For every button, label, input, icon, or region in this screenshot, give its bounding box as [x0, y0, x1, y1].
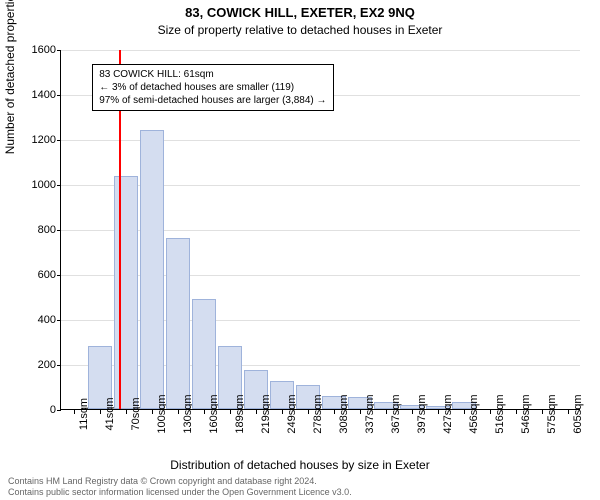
x-tick-mark: [126, 410, 127, 414]
x-tick-label: 456sqm: [468, 394, 480, 433]
y-tick-label: 600: [38, 269, 56, 281]
x-tick-mark: [334, 410, 335, 414]
y-tick-mark: [57, 410, 61, 411]
x-tick-mark: [568, 410, 569, 414]
x-tick-mark: [100, 410, 101, 414]
histogram-bar: [140, 130, 165, 409]
y-tick-label: 1400: [32, 89, 56, 101]
x-tick-label: 397sqm: [416, 394, 428, 433]
footer-line-1: Contains HM Land Registry data © Crown c…: [8, 476, 592, 488]
x-tick-mark: [308, 410, 309, 414]
y-tick-label: 1200: [32, 134, 56, 146]
x-tick-label: 575sqm: [546, 394, 558, 433]
y-tick-label: 800: [38, 224, 56, 236]
x-tick-mark: [360, 410, 361, 414]
y-tick-label: 1000: [32, 179, 56, 191]
y-tick-mark: [57, 365, 61, 366]
histogram-bar: [166, 238, 191, 409]
y-tick-mark: [57, 230, 61, 231]
x-tick-mark: [152, 410, 153, 414]
chart-plot-area: 0200400600800100012001400160011sqm41sqm7…: [60, 50, 580, 410]
y-tick-label: 0: [50, 404, 56, 416]
y-tick-label: 200: [38, 359, 56, 371]
x-tick-label: 427sqm: [442, 394, 454, 433]
y-tick-label: 400: [38, 314, 56, 326]
histogram-bar: [114, 176, 139, 409]
x-tick-label: 516sqm: [494, 394, 506, 433]
x-tick-mark: [230, 410, 231, 414]
x-tick-mark: [438, 410, 439, 414]
x-axis-label: Distribution of detached houses by size …: [0, 458, 600, 472]
y-tick-mark: [57, 275, 61, 276]
y-tick-mark: [57, 140, 61, 141]
x-tick-mark: [542, 410, 543, 414]
x-tick-mark: [74, 410, 75, 414]
annotation-line: 97% of semi-detached houses are larger (…: [99, 94, 326, 107]
x-tick-label: 605sqm: [572, 394, 584, 433]
x-tick-mark: [204, 410, 205, 414]
chart-subtitle: Size of property relative to detached ho…: [0, 23, 600, 37]
x-tick-mark: [464, 410, 465, 414]
y-tick-label: 1600: [32, 44, 56, 56]
x-tick-label: 337sqm: [364, 394, 376, 433]
x-tick-mark: [516, 410, 517, 414]
x-tick-mark: [490, 410, 491, 414]
x-tick-label: 546sqm: [520, 394, 532, 433]
x-tick-mark: [386, 410, 387, 414]
annotation-box: 83 COWICK HILL: 61sqm← 3% of detached ho…: [92, 64, 333, 111]
page-title: 83, COWICK HILL, EXETER, EX2 9NQ: [0, 5, 600, 20]
x-tick-mark: [412, 410, 413, 414]
annotation-line: ← 3% of detached houses are smaller (119…: [99, 81, 326, 94]
y-tick-mark: [57, 320, 61, 321]
histogram-bar: [192, 299, 217, 409]
grid-line: [61, 50, 580, 51]
footer-attribution: Contains HM Land Registry data © Crown c…: [8, 476, 592, 499]
x-tick-mark: [256, 410, 257, 414]
y-tick-mark: [57, 185, 61, 186]
footer-line-2: Contains public sector information licen…: [8, 487, 592, 499]
y-tick-mark: [57, 95, 61, 96]
y-tick-mark: [57, 50, 61, 51]
annotation-line: 83 COWICK HILL: 61sqm: [99, 68, 326, 81]
x-tick-label: 367sqm: [390, 394, 402, 433]
x-tick-mark: [178, 410, 179, 414]
x-tick-mark: [282, 410, 283, 414]
y-axis-label: Number of detached properties: [3, 0, 17, 154]
